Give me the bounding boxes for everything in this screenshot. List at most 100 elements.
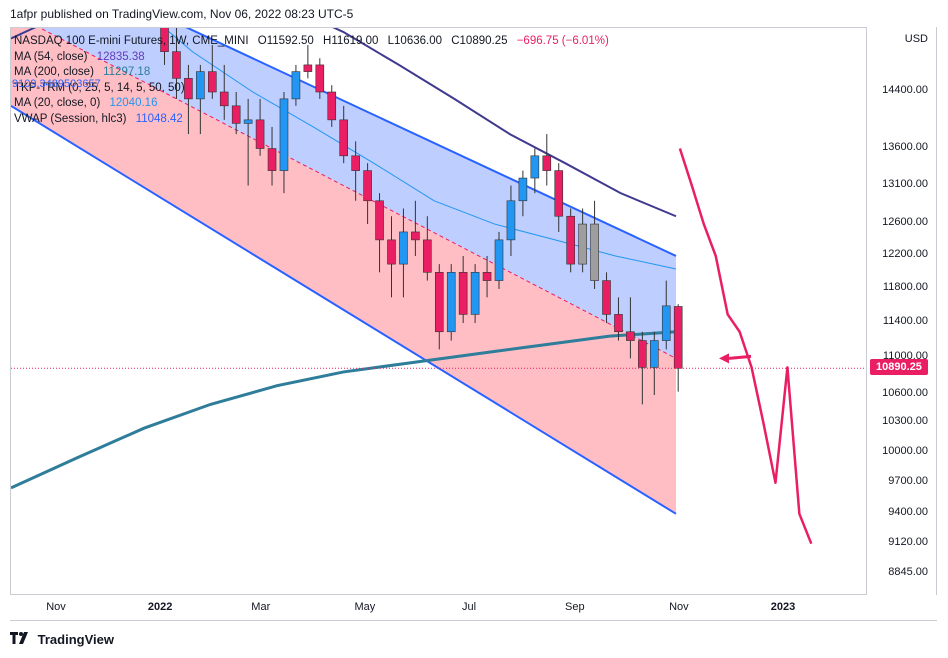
legend-tkp-trm[interactable]: TKP-TRM (0, 25, 5, 14, 5, 50, 50) — [14, 81, 609, 97]
channel-lower-fill — [11, 28, 676, 514]
chart-pane[interactable] — [10, 27, 867, 595]
price-tick-label: 13600.00 — [882, 140, 928, 153]
candle-body — [602, 280, 611, 315]
candle-body — [184, 78, 193, 100]
candle-body — [458, 272, 468, 315]
time-tick-label: Nov — [669, 601, 689, 613]
footer-brand[interactable]: TradingView — [10, 631, 114, 647]
candle-body — [196, 71, 205, 100]
indicator-value: 11297.18 — [103, 66, 151, 78]
price-tick-label: 11400.00 — [882, 315, 928, 328]
candle-body — [506, 200, 516, 241]
candle-body — [578, 223, 587, 265]
ohlc-row: NASDAQ 100 E-mini Futures, 1W, CME_MINI … — [14, 34, 609, 50]
candle-body — [554, 170, 564, 217]
candle-body — [566, 215, 575, 265]
price-tick-label: 11800.00 — [882, 280, 928, 293]
overlay-number: 9109.3489503657 — [12, 78, 101, 90]
brand-name: TradingView — [37, 632, 114, 647]
channel-lower-line — [11, 104, 677, 515]
symbol-name: NASDAQ 100 E-mini Futures, 1W, CME_MINI — [14, 35, 249, 47]
indicator-name: VWAP (Session, hlc3) — [14, 112, 127, 125]
price-tick-label: 10300.00 — [882, 415, 928, 428]
time-tick-label: Nov — [46, 601, 66, 613]
indicator-name: MA (54, close) — [14, 50, 88, 63]
price-tick-label: 12600.00 — [882, 216, 928, 229]
candle-body — [339, 119, 349, 157]
candle-body — [530, 155, 540, 179]
candle-body — [231, 105, 241, 124]
candle-body — [363, 170, 372, 202]
time-tick-label: 2023 — [770, 601, 796, 613]
change-value: −696.75 (−6.01%) — [516, 35, 609, 47]
regression-channel — [11, 28, 677, 515]
candle-body — [160, 28, 169, 52]
indicator-name: MA (200, close) — [14, 66, 94, 78]
price-tick-label: 13100.00 — [882, 177, 928, 190]
channel-mid-line — [39, 28, 677, 359]
projection-line — [678, 148, 813, 545]
time-tick-label: May — [354, 601, 376, 613]
candle-body — [482, 272, 492, 281]
marker-arrow-head — [719, 353, 729, 364]
price-tick-label: 10000.00 — [882, 444, 928, 457]
currency-label: USD — [904, 33, 928, 45]
legend: NASDAQ 100 E-mini Futures, 1W, CME_MINI … — [14, 34, 609, 127]
time-tick-label: Sep — [565, 601, 585, 613]
candle-body — [207, 71, 217, 93]
candle-body — [626, 331, 635, 341]
price-tick-label: 9700.00 — [888, 474, 928, 487]
ma200-line — [11, 330, 677, 490]
candle-body — [446, 272, 456, 333]
indicator-name: MA (20, close, 0) — [14, 97, 101, 109]
time-axis[interactable]: Nov 2022 Mar May Jul Sep Nov 2023 — [10, 595, 937, 621]
publisher-line: 1afpr published on TradingView.com, Nov … — [10, 7, 354, 21]
candle-body — [255, 119, 265, 149]
time-tick-label: Mar — [251, 601, 271, 613]
candle-body — [650, 340, 659, 368]
close-value: C10890.25 — [451, 35, 508, 47]
candle-body — [434, 272, 444, 333]
candle-body — [470, 272, 480, 315]
legend-ma200[interactable]: MA (200, close) 11297.18 — [14, 65, 609, 81]
channel-upper-line — [185, 28, 677, 257]
candle-body — [661, 305, 671, 341]
legend-ma20[interactable]: MA (20, close, 0) 12040.16 — [14, 96, 609, 112]
candle-body — [267, 148, 277, 171]
candle-body — [494, 239, 504, 281]
price-tick-label: 12200.00 — [882, 247, 928, 260]
indicator-value: 12040.16 — [109, 97, 158, 109]
indicator-value: 11048.42 — [135, 112, 183, 125]
candle-body — [590, 223, 599, 281]
markers — [11, 353, 866, 369]
low-value: L10636.00 — [387, 35, 443, 47]
candle-body — [411, 231, 420, 241]
ma54-line — [11, 28, 677, 218]
candle-body — [291, 71, 301, 100]
indicator-name: TKP-TRM (0, 25, 5, 14, 5, 50, 50) — [14, 81, 185, 94]
candle-body — [399, 231, 408, 265]
candles — [160, 28, 683, 405]
price-tick-label: 9400.00 — [888, 505, 928, 518]
legend-vwap[interactable]: VWAP (Session, hlc3) 11048.42 — [14, 112, 609, 128]
tradingview-logo-icon — [10, 631, 30, 647]
candle-body — [673, 306, 683, 369]
candle-body — [219, 91, 229, 107]
price-tick-label: 8845.00 — [888, 566, 928, 578]
time-tick-label: Jul — [461, 601, 477, 613]
projection-path — [678, 148, 813, 545]
candle-body — [172, 51, 181, 79]
marker-arrow — [728, 354, 752, 360]
candle-body — [327, 91, 337, 121]
last-price-tag: 10890.25 — [870, 359, 928, 376]
price-axis[interactable]: USD 14400.00 13600.00 13100.00 12600.00 1220… — [867, 27, 937, 595]
candle-body — [375, 200, 384, 241]
time-tick-label: 2022 — [147, 601, 173, 613]
legend-ma54[interactable]: MA (54, close) 12835.38 — [14, 50, 609, 66]
open-value: O11592.50 — [257, 35, 314, 47]
candle-body — [638, 340, 647, 368]
price-chart[interactable] — [11, 28, 866, 594]
price-tick-label: 14400.00 — [882, 84, 928, 96]
candle-body — [351, 155, 360, 171]
candle-body — [542, 155, 552, 171]
